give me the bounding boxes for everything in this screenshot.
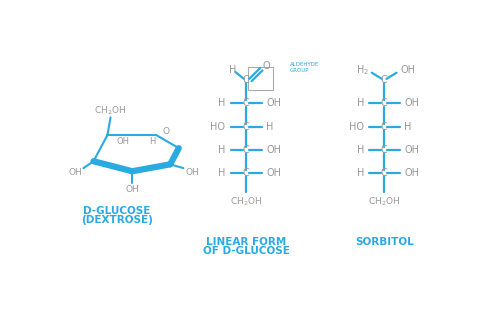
Text: H: H xyxy=(149,137,156,146)
Text: CH$_2$OH: CH$_2$OH xyxy=(368,195,400,208)
Text: OH: OH xyxy=(400,65,415,75)
Text: H: H xyxy=(356,99,364,108)
Text: OH: OH xyxy=(266,168,281,178)
Text: O: O xyxy=(262,61,270,71)
Text: C: C xyxy=(243,168,250,178)
Text: C: C xyxy=(381,75,388,85)
Text: C: C xyxy=(243,145,250,155)
Text: HO: HO xyxy=(349,122,364,132)
Text: ALDEHYDE
GROUP: ALDEHYDE GROUP xyxy=(290,62,319,73)
Text: C: C xyxy=(381,99,388,108)
Text: CH$_2$OH: CH$_2$OH xyxy=(230,195,262,208)
Text: OH: OH xyxy=(266,99,281,108)
Text: CH$_2$OH: CH$_2$OH xyxy=(94,104,126,117)
Text: C: C xyxy=(243,122,250,132)
Text: H: H xyxy=(404,122,411,132)
Text: H$_2$: H$_2$ xyxy=(356,63,368,77)
Text: C: C xyxy=(381,145,388,155)
Text: OH: OH xyxy=(68,167,82,177)
Text: OH: OH xyxy=(404,99,419,108)
Text: OH: OH xyxy=(404,145,419,155)
Text: D-GLUCOSE: D-GLUCOSE xyxy=(83,205,150,216)
Text: OF D-GLUCOSE: OF D-GLUCOSE xyxy=(202,246,290,256)
Text: C: C xyxy=(243,75,250,85)
Text: H: H xyxy=(266,122,274,132)
Text: OH: OH xyxy=(266,145,281,155)
Text: SORBITOL: SORBITOL xyxy=(355,237,414,247)
Text: OH: OH xyxy=(404,168,419,178)
Bar xyxy=(248,67,274,90)
Text: H: H xyxy=(218,145,225,155)
Text: C: C xyxy=(381,122,388,132)
Text: HO: HO xyxy=(210,122,225,132)
Text: C: C xyxy=(243,99,250,108)
Text: LINEAR FORM: LINEAR FORM xyxy=(206,237,286,247)
Text: C: C xyxy=(381,168,388,178)
Text: (DEXTROSE): (DEXTROSE) xyxy=(81,215,152,225)
Text: OH: OH xyxy=(116,137,130,146)
Text: H: H xyxy=(218,168,225,178)
Text: OH: OH xyxy=(186,168,200,177)
Text: H: H xyxy=(218,99,225,108)
Text: OH: OH xyxy=(126,185,139,194)
Text: O: O xyxy=(163,127,170,137)
Text: H: H xyxy=(228,65,236,74)
Text: H: H xyxy=(356,168,364,178)
Text: H: H xyxy=(356,145,364,155)
